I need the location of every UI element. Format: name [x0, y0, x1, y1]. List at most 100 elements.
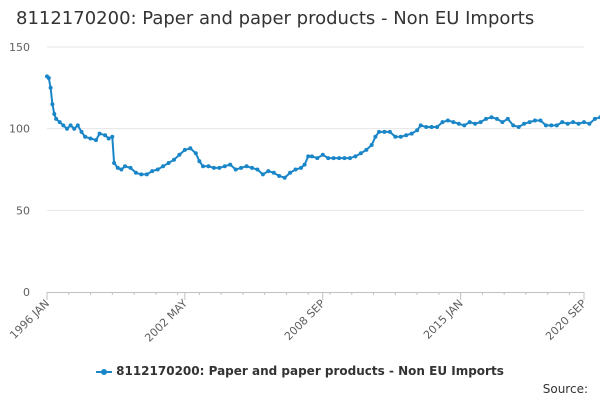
data-point: [75, 123, 80, 128]
data-point: [418, 123, 423, 128]
data-point: [309, 154, 314, 159]
data-point: [302, 162, 307, 167]
data-point: [560, 120, 565, 125]
data-point: [315, 156, 320, 161]
data-point: [429, 125, 434, 129]
data-point: [353, 154, 358, 159]
data-point: [326, 156, 331, 161]
data-point: [139, 172, 144, 177]
data-point: [404, 133, 409, 138]
data-point: [255, 167, 260, 172]
data-point: [97, 131, 102, 136]
data-point: [166, 161, 171, 165]
data-point: [473, 121, 478, 126]
data-point: [467, 120, 472, 125]
data-point: [571, 120, 576, 125]
data-point: [505, 116, 510, 121]
legend[interactable]: 8112170200: Paper and paper products - N…: [0, 364, 600, 378]
data-point: [293, 167, 298, 172]
data-point: [52, 112, 57, 116]
data-point: [409, 131, 414, 136]
legend-marker: [96, 368, 113, 375]
data-point: [348, 156, 352, 161]
data-point: [342, 156, 347, 161]
data-point: [106, 136, 111, 141]
data-point: [172, 157, 176, 162]
data-point: [549, 123, 554, 128]
legend-label: 8112170200: Paper and paper products - N…: [116, 364, 504, 378]
y-tick-label: 0: [23, 286, 30, 299]
data-point: [522, 121, 527, 126]
data-point: [554, 123, 559, 128]
data-point: [299, 165, 303, 170]
data-point: [565, 121, 570, 126]
data-point: [239, 165, 244, 170]
data-point: [119, 167, 124, 172]
data-point: [50, 102, 55, 107]
x-tick-label: 2008 SEP: [282, 297, 328, 343]
data-point: [516, 125, 521, 129]
data-point: [282, 175, 287, 180]
chart-title: 8112170200: Paper and paper products - N…: [16, 8, 535, 29]
data-point: [271, 170, 276, 175]
gridlines: [47, 46, 584, 211]
data-point: [377, 129, 381, 134]
source-label: Source:: [542, 382, 588, 396]
series-layer: [45, 74, 600, 180]
data-point: [387, 129, 392, 134]
data-point: [337, 156, 342, 161]
data-point: [494, 116, 499, 121]
data-point: [398, 134, 403, 139]
data-point: [57, 120, 62, 125]
data-point: [587, 121, 592, 126]
data-point: [65, 126, 69, 131]
data-point: [155, 167, 160, 172]
data-point: [144, 172, 149, 177]
data-point: [250, 165, 254, 170]
data-point: [527, 120, 532, 125]
y-tick-label: 100: [9, 123, 30, 136]
data-point: [306, 154, 311, 159]
data-point: [576, 121, 581, 126]
data-point: [150, 169, 155, 174]
data-point: [440, 120, 445, 125]
x-tick-label: 1996 JAN: [7, 297, 52, 342]
data-point: [115, 165, 120, 170]
data-point: [543, 123, 548, 128]
axes: 0 50 100 150 1996 JAN 2002 MAY 2008 SEP 2015 JA…: [7, 41, 589, 345]
data-point: [83, 134, 88, 139]
data-point: [54, 116, 59, 121]
data-point: [500, 120, 505, 125]
data-point: [451, 120, 456, 125]
data-point: [445, 118, 450, 123]
data-point: [373, 134, 378, 139]
data-point: [177, 152, 182, 157]
data-point: [320, 152, 325, 157]
data-point: [582, 120, 586, 125]
data-point: [222, 164, 227, 169]
data-point: [393, 134, 398, 139]
data-point: [128, 165, 133, 170]
data-point: [123, 164, 127, 169]
data-point: [61, 123, 66, 128]
data-point: [484, 116, 488, 121]
data-point: [260, 172, 265, 177]
data-point: [193, 151, 198, 156]
data-point: [511, 123, 516, 128]
data-point: [277, 174, 282, 178]
data-point: [538, 118, 543, 123]
data-point: [94, 138, 98, 143]
data-point: [161, 164, 166, 169]
data-point: [88, 136, 93, 141]
y-tick-label: 150: [9, 41, 30, 54]
data-point: [103, 133, 108, 138]
data-point: [182, 147, 187, 152]
data-point: [233, 167, 238, 172]
data-point: [197, 159, 202, 164]
data-point: [462, 123, 467, 128]
data-point: [331, 156, 336, 161]
data-point: [358, 151, 363, 156]
data-point: [478, 120, 483, 125]
data-point: [364, 147, 369, 152]
